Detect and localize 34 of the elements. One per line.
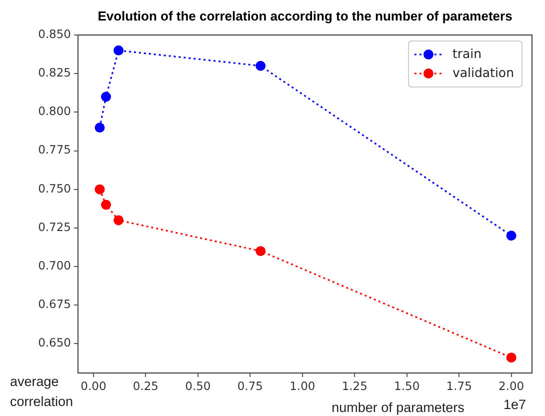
text: 1e7 (503, 397, 526, 412)
x-axis-title: number of parameters (332, 400, 465, 415)
legend-label: train (452, 46, 482, 61)
x-tick-label: 1.50 (394, 378, 420, 393)
y-tick-label: 0.825 (38, 66, 71, 80)
y-tick-label: 0.775 (38, 142, 71, 157)
y-tick-label: 0.675 (38, 297, 71, 312)
x-tick-label: 1.25 (342, 378, 368, 393)
y-axis-title: average correlation (10, 374, 74, 409)
point (100, 92, 111, 102)
point (506, 352, 516, 363)
point (114, 45, 124, 56)
y-tick-label: 0.650 (38, 336, 71, 350)
y-tick-label: 0.725 (38, 220, 71, 234)
point (94, 122, 105, 133)
y-tick-label: 0.750 (38, 181, 71, 196)
point (506, 230, 516, 241)
x-tick-label: 0.25 (132, 378, 158, 393)
chart-title: Evolution of the correlation according to the number of parameters (98, 8, 512, 24)
x-tick-label: 1.75 (446, 378, 472, 393)
legend-label: validation (452, 64, 514, 80)
point (94, 184, 105, 194)
y-tick-label: 0.850 (38, 26, 71, 41)
x-tick-label: 0.00 (80, 378, 106, 393)
y-tick-label: 0.800 (38, 104, 71, 118)
x-tick-label: 2.00 (498, 378, 524, 393)
x-tick-label: 0.75 (237, 378, 263, 393)
y-tick-label: 0.700 (38, 258, 71, 272)
x-tick-label: 1.00 (290, 378, 316, 393)
x-tick-label: 0.50 (185, 378, 211, 393)
point (256, 60, 266, 71)
point (114, 215, 124, 226)
point (256, 246, 266, 256)
point (100, 200, 111, 210)
